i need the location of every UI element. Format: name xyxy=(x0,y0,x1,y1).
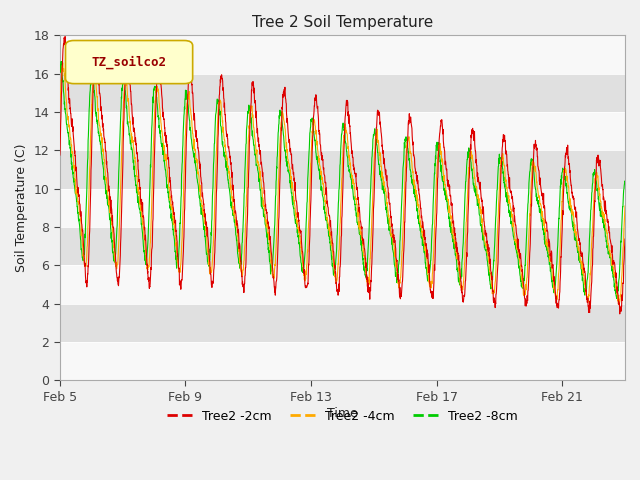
Text: TZ_soilco2: TZ_soilco2 xyxy=(92,55,166,69)
FancyBboxPatch shape xyxy=(65,40,193,84)
Bar xyxy=(60,265,625,304)
Title: Tree 2 Soil Temperature: Tree 2 Soil Temperature xyxy=(252,15,433,30)
Bar xyxy=(60,189,625,227)
Legend: Tree2 -2cm, Tree2 -4cm, Tree2 -8cm: Tree2 -2cm, Tree2 -4cm, Tree2 -8cm xyxy=(162,405,523,428)
X-axis label: Time: Time xyxy=(327,407,358,420)
Bar xyxy=(60,342,625,380)
Bar xyxy=(60,112,625,150)
Bar xyxy=(60,36,625,73)
Y-axis label: Soil Temperature (C): Soil Temperature (C) xyxy=(15,144,28,272)
